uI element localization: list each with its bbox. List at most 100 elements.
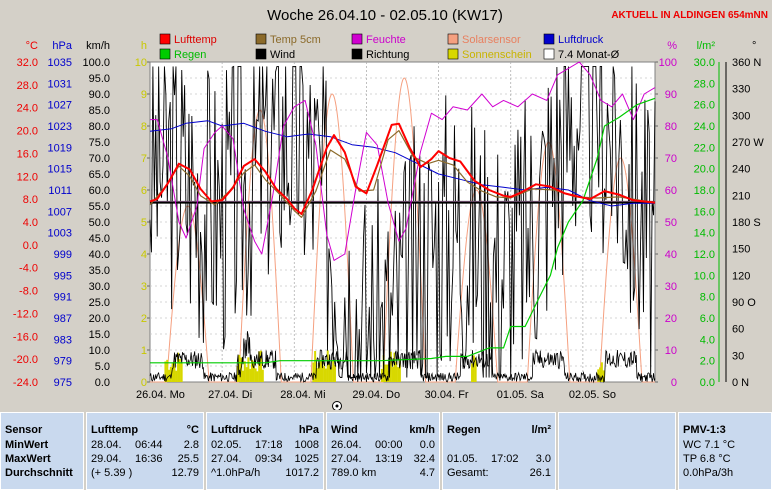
y-tick-temp_c: 32.0	[17, 57, 38, 69]
y-tick-temp_c: 8.0	[23, 194, 38, 206]
legend-swatch	[159, 48, 171, 60]
wind-avg-value: 4.7	[419, 467, 435, 479]
sunshine-bar	[398, 358, 401, 382]
axis-unit-pressure_hpa: hPa	[52, 40, 72, 52]
wind-min-date: 26.04.	[331, 439, 362, 451]
regen-max-value: 3.0	[535, 453, 551, 465]
sunshine-bar	[166, 359, 169, 382]
stats-sensor: Sensor MinWert MaxWert Durchschnitt	[0, 412, 84, 490]
regen-total-value: 26.1	[529, 467, 551, 479]
pmv-title: PMV-1:3	[683, 424, 726, 436]
y-tick-sunshine_h: 1	[141, 345, 147, 357]
y-tick-sunshine_h: 5	[141, 217, 147, 229]
y-tick-temp_c: 20.0	[17, 126, 38, 138]
luftdruck-max-date: 27.04.	[211, 453, 242, 465]
y-tick-direction_deg: 30	[732, 350, 744, 362]
luftdruck-min-date: 02.05.	[211, 439, 242, 451]
y-tick-pressure_hpa: 987	[54, 313, 72, 325]
y-tick-sunshine_h: 4	[141, 249, 147, 261]
legend-swatch	[255, 33, 267, 45]
y-tick-temp_c: 0.0	[23, 240, 38, 252]
stats-table: Sensor MinWert MaxWert Durchschnitt Luft…	[0, 412, 772, 490]
sunshine-bar	[602, 370, 605, 382]
y-tick-temp_c: -16.0	[13, 331, 38, 343]
legend-label: Temp 5cm	[270, 34, 321, 46]
sunshine-bar	[260, 350, 263, 382]
sunshine-bar	[397, 367, 400, 382]
y-tick-sunshine_h: 0	[141, 377, 147, 389]
y-tick-wind_kmh: 5.0	[95, 361, 110, 373]
sunshine-bar	[245, 367, 248, 382]
y-tick-wind_kmh: 30.0	[89, 281, 110, 293]
stats-wind: Wind km/h 26.04. 00:00 0.0 27.04. 13:19 32.4 …	[326, 412, 440, 490]
sunshine-bar	[171, 362, 174, 382]
y-tick-sunshine_h: 6	[141, 185, 147, 197]
y-tick-direction_deg: 0 N	[732, 377, 749, 389]
y-tick-humidity_pct: 60	[665, 185, 677, 197]
y-tick-direction_deg: 330	[732, 84, 750, 96]
y-tick-pressure_hpa: 999	[54, 249, 72, 261]
axis-unit-rain_lm2: l/m²	[697, 40, 716, 52]
stats-lufttemp: Lufttemp °C 28.04. 06:44 2.8 29.04. 16:36 25.…	[86, 412, 204, 490]
y-tick-pressure_hpa: 1015	[48, 164, 72, 176]
sunshine-bar	[164, 361, 167, 382]
y-tick-pressure_hpa: 1007	[48, 206, 72, 218]
legend-label: 7.4 Monat-Ø	[558, 49, 620, 61]
luftdruck-max-time: 09:34	[255, 453, 283, 465]
lufttemp-max-time: 16:36	[135, 453, 163, 465]
regen-max-date: 01.05.	[447, 453, 478, 465]
y-tick-pressure_hpa: 1027	[48, 100, 72, 112]
wind-line	[149, 331, 656, 384]
y-tick-pressure_hpa: 979	[54, 356, 72, 368]
y-tick-rain_lm2: 10.0	[694, 270, 715, 282]
y-tick-rain_lm2: 0.0	[700, 377, 715, 389]
scroll-handle[interactable]	[332, 401, 342, 411]
y-tick-humidity_pct: 80	[665, 121, 677, 133]
x-tick-label: 02.05. So	[569, 389, 616, 401]
legend: Lufttemp Temp 5cm Feuchte Solarsensor Luftdr…	[159, 33, 620, 61]
wind-unit: km/h	[409, 424, 435, 436]
sunshine-bar	[384, 364, 387, 382]
sunshine-bar	[236, 366, 239, 382]
stats-pmv: PMV-1:3 WC 7.1 °C TP 6.8 °C 0.0hPa/3h	[678, 412, 772, 490]
weather-chart: Woche 26.04.10 - 02.05.10 (KW17) AKTUELL…	[12, 7, 768, 411]
y-tick-rain_lm2: 24.0	[694, 121, 715, 133]
series-solarsensor	[150, 77, 655, 383]
feuchte-line	[150, 61, 656, 261]
legend-label: Sonnenschein	[462, 49, 532, 61]
sunshine-bar	[323, 366, 326, 382]
y-tick-temp_c: 12.0	[17, 171, 38, 183]
sunshine-bar	[177, 352, 180, 382]
legend-swatch	[351, 33, 363, 45]
sunshine-bar	[241, 370, 244, 382]
luftdruck-min-time: 17:18	[255, 439, 283, 451]
sunshine-bar	[332, 360, 335, 382]
stats-regen: Regen l/m² 01.05. 17:02 3.0 Gesamt: 26.1	[442, 412, 556, 490]
sunshine-bar	[321, 357, 324, 382]
y-tick-rain_lm2: 26.0	[694, 100, 715, 112]
y-tick-humidity_pct: 50	[665, 217, 677, 229]
series-lufttemp	[149, 122, 656, 215]
sunshine-bar	[472, 355, 475, 382]
regen-total-label: Gesamt:	[447, 467, 489, 479]
sunshine-bar	[169, 366, 172, 382]
sensor-row-avg: Durchschnitt	[5, 467, 73, 479]
y-tick-temp_c: 28.0	[17, 80, 38, 92]
y-tick-wind_kmh: 35.0	[89, 265, 110, 277]
luftdruck-max-value: 1025	[294, 453, 319, 465]
wind-min-value: 0.0	[419, 439, 435, 451]
y-tick-humidity_pct: 10	[665, 345, 677, 357]
y-tick-sunshine_h: 10	[135, 57, 147, 69]
y-tick-rain_lm2: 6.0	[700, 313, 715, 325]
sunshine-bar	[474, 357, 477, 382]
sunshine-bar	[393, 352, 396, 382]
y-tick-sunshine_h: 9	[141, 89, 147, 101]
luftdruck-min-value: 1008	[294, 439, 319, 451]
sunshine-bar	[391, 367, 394, 382]
sunshine-bar	[252, 361, 255, 382]
solarsensor-line	[150, 77, 655, 383]
y-tick-direction_deg: 240	[732, 164, 750, 176]
legend-label: Richtung	[366, 49, 409, 61]
pmv-dewpoint: TP 6.8 °C	[683, 453, 731, 465]
sunshine-bar	[315, 368, 318, 382]
